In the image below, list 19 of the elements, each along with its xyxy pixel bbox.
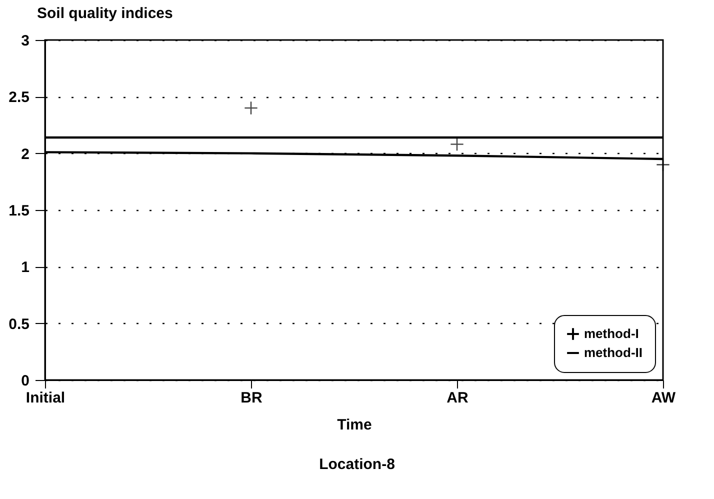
point <box>450 137 464 152</box>
legend-label: method-I <box>584 326 639 341</box>
y-tick-label: 2.5 <box>8 89 30 106</box>
chart-title: Soil quality indices <box>37 5 173 22</box>
x-tick-label: BR <box>240 390 262 406</box>
y-tick-label: 2 <box>21 146 30 163</box>
y-tick-label: 0.5 <box>8 316 30 333</box>
x-tick-label: AR <box>446 390 468 406</box>
x-axis-title: Time <box>337 416 372 434</box>
y-tick-label: 1.5 <box>8 202 30 220</box>
y-tick-label: 3 <box>21 32 30 50</box>
point <box>656 158 670 172</box>
x-tick-label: Initial <box>26 390 66 406</box>
x-tick-label: AW <box>651 390 676 406</box>
text: Location-8 <box>318 456 396 473</box>
point <box>244 101 258 115</box>
legend-label: method-II <box>584 345 642 360</box>
y-tick-label: 0 <box>21 372 30 390</box>
y-tick-label: 1 <box>21 259 30 276</box>
